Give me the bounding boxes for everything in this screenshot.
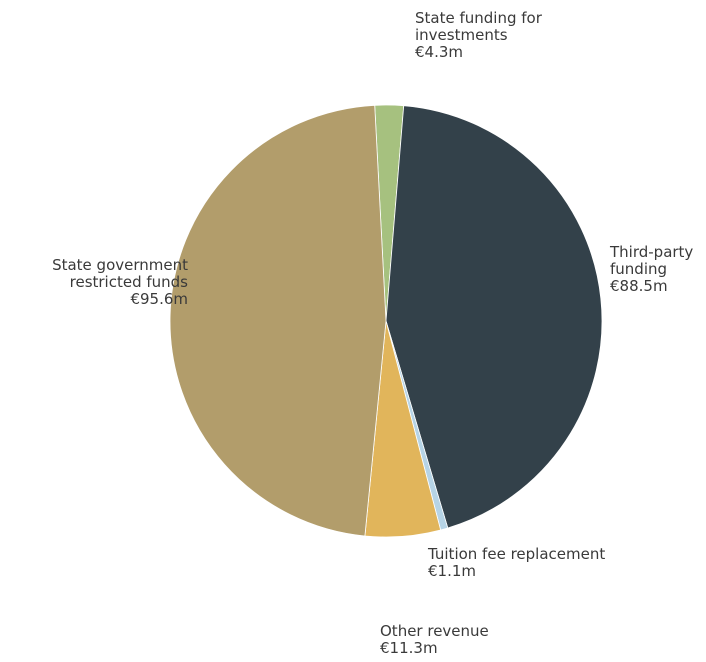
label-state-funding-investments: State funding for investments €4.3m xyxy=(415,10,542,61)
value-label: €1.1m xyxy=(428,562,477,580)
label-line-1: State government xyxy=(52,256,188,274)
value-label: €11.3m xyxy=(380,639,438,657)
label-line-2: restricted funds xyxy=(69,273,188,291)
label-tuition-fee-replacement: Tuition fee replacement €1.1m xyxy=(428,546,605,580)
label-other-revenue: Other revenue €11.3m xyxy=(380,623,489,657)
value-label: €95.6m xyxy=(130,290,188,308)
label-line-1: State funding for xyxy=(415,9,542,27)
label-line-2: funding xyxy=(610,260,668,278)
label-line-1: Tuition fee replacement xyxy=(428,545,606,563)
label-state-government-restricted: State government restricted funds €95.6m xyxy=(52,257,188,308)
label-third-party-funding: Third-party funding €88.5m xyxy=(610,244,693,295)
label-line-1: Other revenue xyxy=(380,622,489,640)
pie-slice-1 xyxy=(385,105,603,529)
value-label: €4.3m xyxy=(415,43,464,61)
pie-slice-4 xyxy=(169,104,387,537)
value-label: €88.5m xyxy=(610,277,668,295)
label-line-2: investments xyxy=(415,26,508,44)
pie-slices xyxy=(169,104,603,538)
label-line-1: Third-party xyxy=(610,243,694,261)
